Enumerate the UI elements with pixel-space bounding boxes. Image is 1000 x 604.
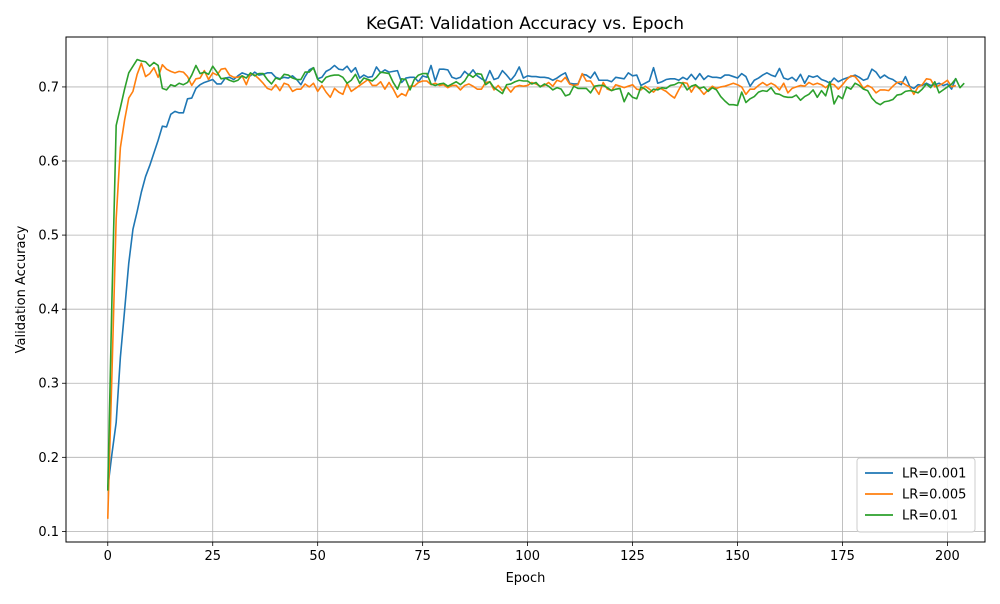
y-tick-label: 0.7: [38, 80, 59, 95]
series-lines: [106, 58, 965, 519]
series-line-lr-0-01: [106, 58, 965, 491]
series-line-lr-0-005: [106, 62, 957, 519]
legend-label: LR=0.001: [902, 467, 966, 482]
x-tick-label: 150: [725, 549, 750, 564]
x-tick-label: 200: [935, 549, 960, 564]
x-tick-label: 25: [204, 549, 221, 564]
y-axis-label: Validation Accuracy: [14, 225, 29, 353]
y-tick-label: 0.2: [38, 451, 59, 466]
y-tick-label: 0.1: [38, 525, 59, 540]
legend-label: LR=0.005: [902, 488, 966, 503]
plot-area-frame: [65, 36, 986, 543]
x-tick-label: 100: [515, 549, 540, 564]
x-tick-label: 175: [830, 549, 855, 564]
y-tick-label: 0.4: [38, 303, 59, 318]
y-tick-label: 0.3: [38, 377, 59, 392]
grid: [66, 37, 985, 542]
legend-label: LR=0.01: [902, 509, 958, 524]
chart-title: KeGAT: Validation Accuracy vs. Epoch: [366, 14, 684, 34]
x-tick-label: 0: [104, 549, 112, 564]
x-tick-label: 75: [414, 549, 431, 564]
x-tick-label: 125: [620, 549, 645, 564]
legend-box: [856, 457, 976, 533]
legend: LR=0.001 LR=0.005 LR=0.01: [856, 457, 976, 533]
series-line-lr-0-001: [106, 64, 957, 488]
x-tick-label: 50: [309, 549, 326, 564]
y-tick-label: 0.6: [38, 155, 59, 170]
x-axis-label: Epoch: [506, 571, 546, 586]
axis-ticks: 0 25 50 75 100 125 150 175 200 0.1 0.2 0.3 0.4 0.5 0.6…: [38, 80, 960, 564]
y-tick-label: 0.5: [38, 229, 59, 244]
